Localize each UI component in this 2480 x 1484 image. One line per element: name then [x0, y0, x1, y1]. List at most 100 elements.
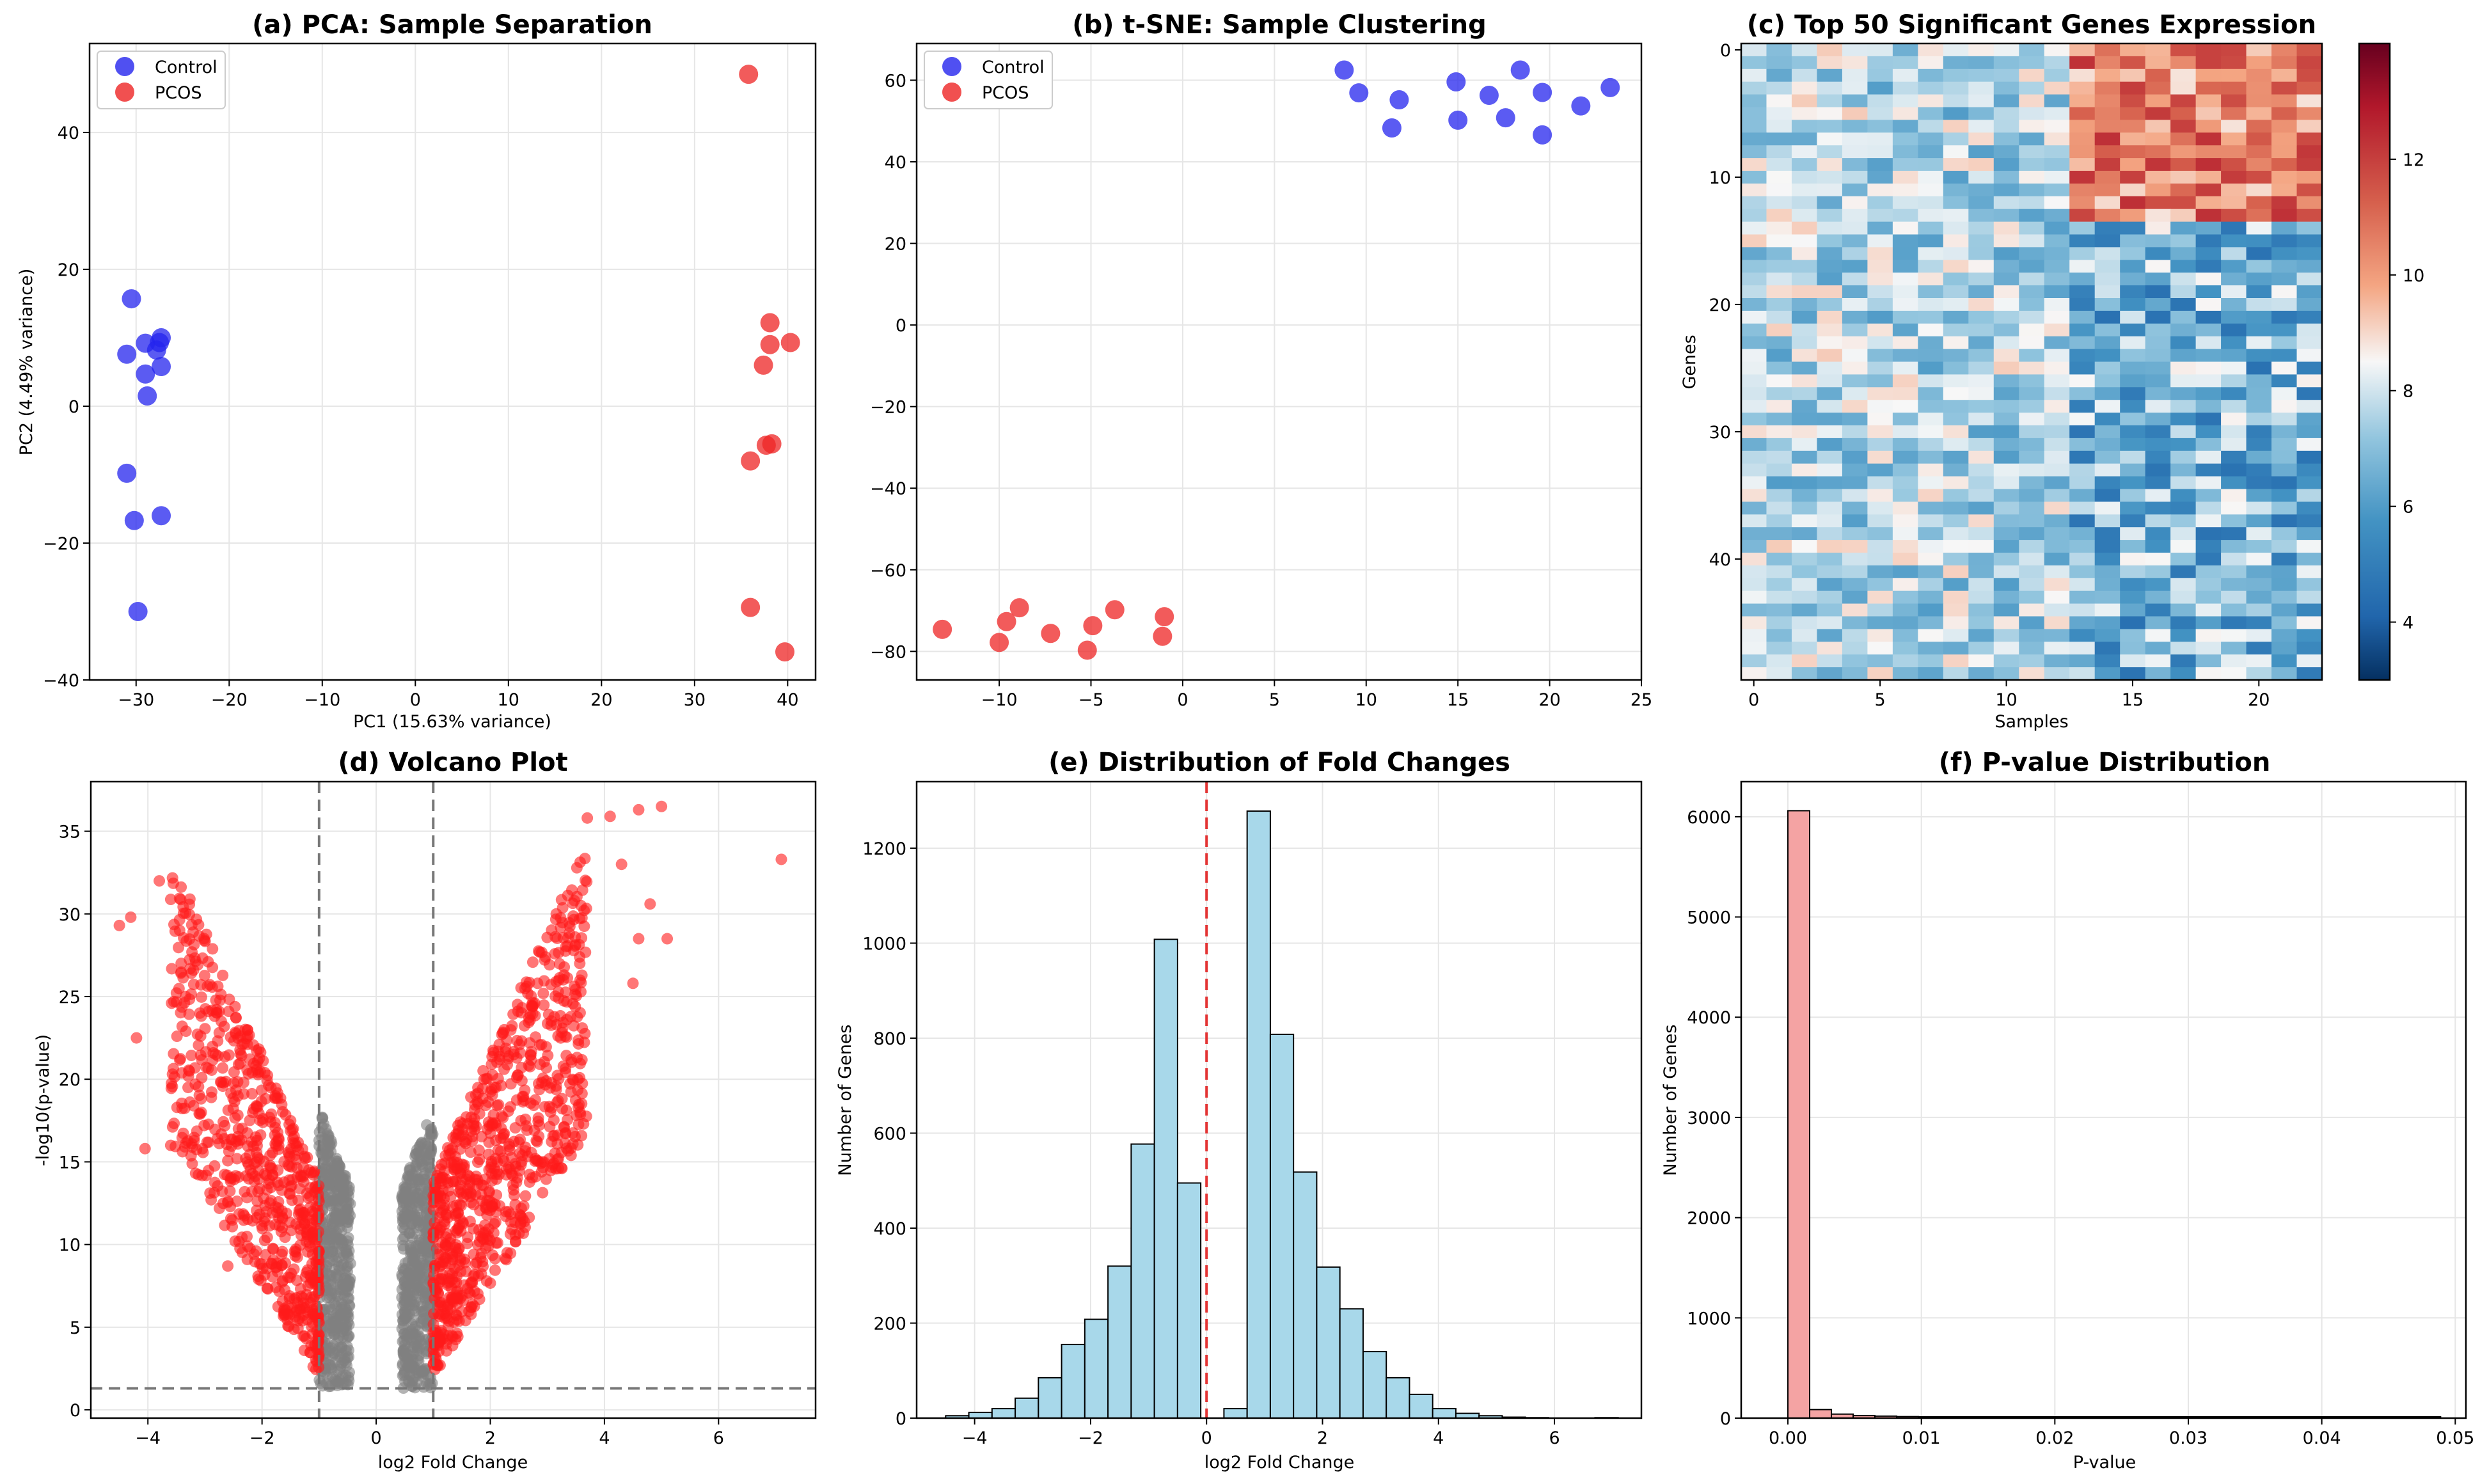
heatmap-cell — [2195, 476, 2222, 490]
heatmap-cell — [2044, 171, 2070, 184]
heatmap-cell — [2044, 590, 2070, 604]
heatmap-cell — [2120, 81, 2146, 95]
heatmap-cell — [1817, 336, 1843, 350]
xtick-label: 0.00 — [1769, 1428, 1807, 1448]
heatmap-cell — [1918, 603, 1944, 617]
heatmap-cell — [1791, 578, 1818, 592]
pca-point — [152, 356, 171, 376]
heatmap-cell — [2044, 642, 2070, 655]
volcano-point — [469, 1124, 481, 1136]
heatmap-cell — [2170, 310, 2197, 324]
ytick-label: 1000 — [862, 934, 906, 954]
heatmap-cell — [1817, 260, 1843, 273]
heatmap-cell — [2044, 298, 2070, 312]
tsne-point — [1349, 83, 1369, 103]
heatmap-cell — [2170, 629, 2197, 642]
heatmap-cell — [1817, 209, 1843, 223]
tsne-legend: Control PCOS — [924, 51, 1053, 109]
heatmap-cell — [2246, 463, 2272, 477]
volcano-point — [576, 1098, 588, 1110]
heatmap-cell — [2296, 209, 2323, 223]
heatmap-cell — [1943, 56, 1969, 70]
heatmap-cell — [1993, 247, 2019, 260]
heatmap-cell — [2094, 629, 2121, 642]
heatmap-cell — [1766, 94, 1792, 108]
heatmap-cell — [1943, 132, 1969, 146]
heatmap-cell — [2271, 578, 2298, 592]
volcano-point — [218, 1020, 230, 1032]
heatmap-cell — [2044, 413, 2070, 426]
heatmap-cell — [1791, 43, 1818, 57]
heatmap-cell — [2221, 476, 2247, 490]
heatmap-cell — [2246, 145, 2272, 159]
heatmap-cell — [1791, 272, 1818, 286]
heatmap-cell — [1993, 260, 2019, 273]
volcano-point — [460, 1265, 472, 1277]
volcano-point — [178, 932, 190, 944]
ytick-label: 10 — [1709, 168, 1731, 188]
heatmap-cell — [1766, 501, 1792, 515]
heatmap-cell — [1842, 81, 1868, 95]
heatmap-cell — [2170, 221, 2197, 235]
heatmap-cell — [2145, 400, 2171, 413]
heatmap-cell — [1791, 667, 1818, 681]
heatmap-cell — [1943, 642, 1969, 655]
heatmap-cell — [2296, 323, 2323, 337]
heatmap-cell — [2094, 171, 2121, 184]
heatmap-cell — [1918, 565, 1944, 579]
heatmap-cell — [1766, 540, 1792, 553]
heatmap-cell — [2170, 43, 2197, 57]
heatmap-cell — [2296, 183, 2323, 197]
pca-point — [741, 451, 761, 471]
heatmap-cell — [1741, 476, 1767, 490]
volcano-point — [615, 858, 628, 871]
volcano-point — [429, 1350, 441, 1362]
heatmap-cell — [2069, 489, 2096, 502]
heatmap-cell — [2044, 578, 2070, 592]
heatmap-cell — [2145, 323, 2171, 337]
volcano-point — [525, 1049, 537, 1061]
ytick-label: 6000 — [1687, 808, 1731, 828]
volcano-point — [513, 1208, 525, 1220]
heatmap-cell — [1918, 642, 1944, 655]
heatmap-cell — [2195, 145, 2222, 159]
heatmap-cell — [1867, 349, 1893, 363]
heatmap-cell — [2019, 349, 2045, 363]
volcano-point — [344, 1276, 356, 1288]
heatmap-cell — [2044, 81, 2070, 95]
heatmap-cell — [2019, 132, 2045, 146]
heatmap-cell — [2170, 120, 2197, 133]
ytick-label: −20 — [43, 534, 79, 554]
heatmap-cell — [2145, 667, 2171, 681]
volcano-point — [423, 1155, 435, 1167]
heatmap-cell — [2246, 501, 2272, 515]
volcano-point — [627, 977, 639, 990]
heatmap-cell — [1791, 590, 1818, 604]
heatmap-cell — [2195, 336, 2222, 350]
heatmap-cell — [2019, 209, 2045, 223]
heatmap-cell — [1968, 501, 1994, 515]
volcano-point — [489, 1264, 501, 1276]
heatmap-cell — [2145, 145, 2171, 159]
heatmap-cell — [2271, 285, 2298, 299]
ytick-label: 0 — [1720, 1409, 1731, 1429]
heatmap-cell — [2271, 209, 2298, 223]
heatmap-cell — [2044, 463, 2070, 477]
heatmap-cell — [2145, 43, 2171, 57]
heatmap-cell — [2120, 298, 2146, 312]
volcano-point — [301, 1231, 313, 1243]
heatmap-cell — [2145, 629, 2171, 642]
heatmap-cell — [1817, 361, 1843, 375]
heatmap-cell — [1943, 310, 1969, 324]
heatmap-cell — [1892, 527, 1918, 541]
heatmap-cell — [2019, 183, 2045, 197]
heatmap-cell — [2069, 463, 2096, 477]
volcano-point — [604, 810, 616, 823]
heatmap-cell — [1993, 489, 2019, 502]
volcano-point — [439, 1199, 451, 1212]
heatmap-cell — [2120, 374, 2146, 388]
volcano-point — [182, 1082, 194, 1094]
heatmap-cell — [2296, 400, 2323, 413]
heatmap-cell — [1968, 234, 1994, 248]
